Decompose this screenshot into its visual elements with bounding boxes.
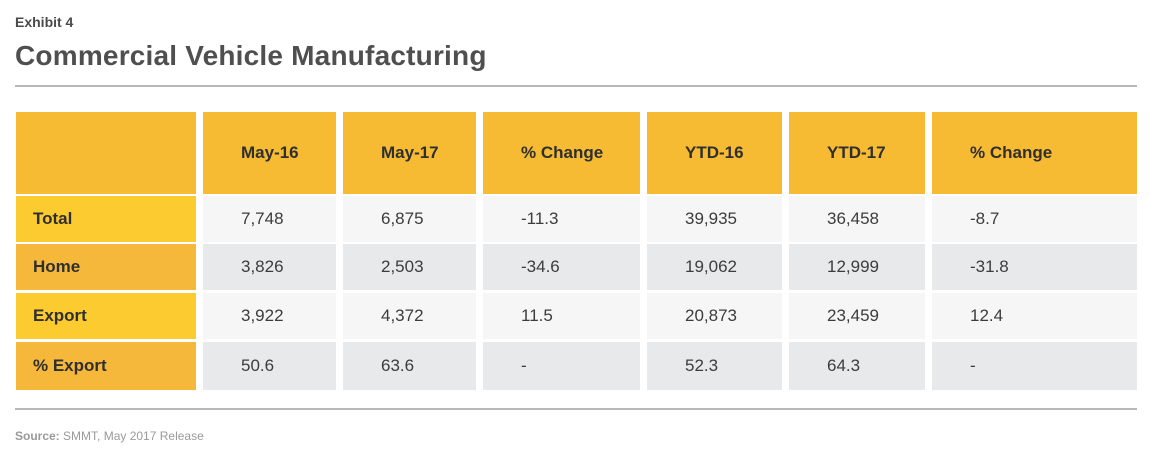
data-table: May-16 May-17% Change YTD-16 YTD-17% Change… xyxy=(16,112,1137,391)
table-cell: - xyxy=(483,342,640,390)
column-header: % Change xyxy=(483,112,640,194)
table-cell: 4,372 xyxy=(343,293,476,339)
source-text: SMMT, May 2017 Release xyxy=(63,429,204,443)
table-cell: -8.7 xyxy=(932,196,1137,242)
row-label: Home xyxy=(16,244,196,290)
table-cell: 3,922 xyxy=(203,293,336,339)
table-cell: 2,503 xyxy=(343,244,476,290)
table-cell: 19,062 xyxy=(647,244,782,290)
table-cell: 64.3 xyxy=(789,342,925,390)
footer-divider xyxy=(15,408,1137,410)
table-cell: 36,458 xyxy=(789,196,925,242)
table-cell: 7,748 xyxy=(203,196,336,242)
table-cell: -11.3 xyxy=(483,196,640,242)
table-cell: -31.8 xyxy=(932,244,1137,290)
row-label: % Export xyxy=(16,342,196,390)
table-cell: 12,999 xyxy=(789,244,925,290)
table-cell: 39,935 xyxy=(647,196,782,242)
table-cell: -34.6 xyxy=(483,244,640,290)
column-header: YTD-16 xyxy=(647,112,782,194)
exhibit-label: Exhibit 4 xyxy=(15,14,74,30)
page-title: Commercial Vehicle Manufacturing xyxy=(15,40,487,71)
source-prefix: Source: xyxy=(15,429,60,443)
row-label: Total xyxy=(16,196,196,242)
table-cell: 6,875 xyxy=(343,196,476,242)
table-cell: 63.6 xyxy=(343,342,476,390)
column-header: May-17 xyxy=(343,112,476,194)
table-cell: 12.4 xyxy=(932,293,1137,339)
table-cell: 52.3 xyxy=(647,342,782,390)
table-cell: 3,826 xyxy=(203,244,336,290)
table-cell: - xyxy=(932,342,1137,390)
row-label: Export xyxy=(16,293,196,339)
table-cell: 23,459 xyxy=(789,293,925,339)
header-corner-cell xyxy=(16,112,196,194)
table-cell: 20,873 xyxy=(647,293,782,339)
source-note: Source: SMMT, May 2017 Release xyxy=(15,429,204,443)
title-divider xyxy=(15,85,1137,87)
table-cell: 50.6 xyxy=(203,342,336,390)
column-header: May-16 xyxy=(203,112,336,194)
table-cell: 11.5 xyxy=(483,293,640,339)
column-header: % Change xyxy=(932,112,1137,194)
column-header: YTD-17 xyxy=(789,112,925,194)
